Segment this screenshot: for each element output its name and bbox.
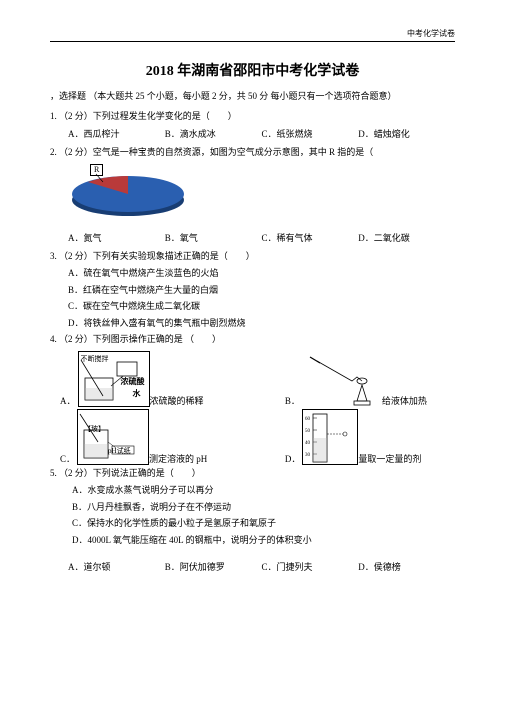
q3-stem: 3. （2 分）下列有关实验现象描述正确的是（ ） (50, 250, 455, 264)
svg-text:60: 60 (305, 417, 311, 422)
q1-stem: 1. （2 分）下列过程发生化学变化的是（ ） (50, 110, 455, 124)
q4-cap-d: 量取一定量的剂 (358, 452, 421, 465)
q1-opt-d: D．蜡烛熔化 (358, 127, 455, 140)
pie-chart-icon (68, 172, 188, 220)
sulfuric-text: 浓硫酸 (121, 376, 145, 387)
q6-opt-c: C．门捷列夫 (262, 560, 359, 573)
q6-options: A．道尔顿 B．阿伏加德罗 C．门捷列夫 D．侯德榜 (50, 560, 455, 573)
q5-opt-a: A．水变成水蒸气说明分子可以再分 (50, 484, 455, 498)
q4-label-d: D． (285, 452, 301, 465)
q4-row1: A． 不断搅拌 浓硫酸 水 浓硫酸的稀释 B． (50, 351, 455, 407)
q1-opt-c: C．纸张燃烧 (262, 127, 359, 140)
q1-opt-a: A．西瓜榨汁 (68, 127, 165, 140)
ph-text: pH试纸 (108, 446, 131, 456)
q2-options: A．氮气 B．氧气 C．稀有气体 D．二氧化碳 (50, 231, 455, 244)
q3-opt-c: C．碳在空气中燃烧生成二氧化碳 (50, 300, 455, 314)
q5-opt-b: B．八月丹桂飘香，说明分子在不停运动 (50, 501, 455, 515)
q1-opt-b: B．滴水成冰 (165, 127, 262, 140)
q5-stem: 5. （2 分）下列说法正确的是（ ） (50, 467, 455, 481)
page-title: 2018 年湖南省邵阳市中考化学试卷 (50, 60, 455, 80)
q4-label-b: B． (285, 394, 300, 407)
q2-stem: 2. （2 分）空气是一种宝贵的自然资源，如图为空气成分示意图，其中 R 指的是… (50, 146, 455, 160)
section-instruction: ，选择题 （本大题共 25 个小题，每小题 2 分，共 50 分 每小题只有一个… (50, 90, 455, 104)
q4-stem: 4. （2 分）下列图示操作正确的是 （ ） (50, 333, 455, 347)
water-text: 水 (133, 388, 141, 399)
diagram-cylinder-icon: 60 50 40 30 (302, 409, 358, 465)
q2-opt-c: C．稀有气体 (262, 231, 359, 244)
header-line: 中考化学试卷 (50, 28, 455, 42)
glass-text: 【玻】 (84, 424, 105, 434)
q3-opt-a: A．硫在氧气中燃烧产生淡蓝色的火焰 (50, 267, 455, 281)
q4-cap-b: 给液体加热 (382, 394, 427, 407)
q3-opt-d: D．将铁丝伸入盛有氧气的集气瓶中剧烈燃烧 (50, 317, 455, 331)
q4-cap-a: 浓硫酸的稀释 (150, 394, 204, 407)
q2-opt-d: D．二氧化碳 (358, 231, 455, 244)
q5-opt-d: D．4000L 氧气能压缩在 40L 的钢瓶中，说明分子的体积变小 (50, 534, 455, 548)
q6-opt-d: D．侯德榜 (358, 560, 455, 573)
q4-cap-c: 测定溶液的 pH (149, 452, 207, 465)
diagram-heat-icon (302, 351, 382, 407)
diagram-ph-icon: 【玻】 pH试纸 (77, 409, 149, 465)
q4-label-a: A． (60, 394, 76, 407)
q1-options: A．西瓜榨汁 B．滴水成冰 C．纸张燃烧 D．蜡烛熔化 (50, 127, 455, 140)
q6-opt-a: A．道尔顿 (68, 560, 165, 573)
diagram-dilute-icon: 不断搅拌 浓硫酸 水 (78, 351, 150, 407)
q3-opt-b: B．红磷在空气中燃烧产生大量的白烟 (50, 284, 455, 298)
q6-opt-b: B．阿伏加德罗 (165, 560, 262, 573)
q2-opt-b: B．氧气 (165, 231, 262, 244)
q5-opt-c: C．保持水的化学性质的最小粒子是氢原子和氧原子 (50, 517, 455, 531)
svg-text:50: 50 (305, 429, 311, 434)
svg-text:40: 40 (305, 441, 311, 446)
q4-label-c: C． (60, 452, 75, 465)
q2-chart: R (50, 164, 455, 229)
svg-text:30: 30 (305, 453, 311, 458)
q4-row2: C． 【玻】 pH试纸 测定溶液的 pH D． 60 (50, 409, 455, 465)
q2-opt-a: A．氮气 (68, 231, 165, 244)
